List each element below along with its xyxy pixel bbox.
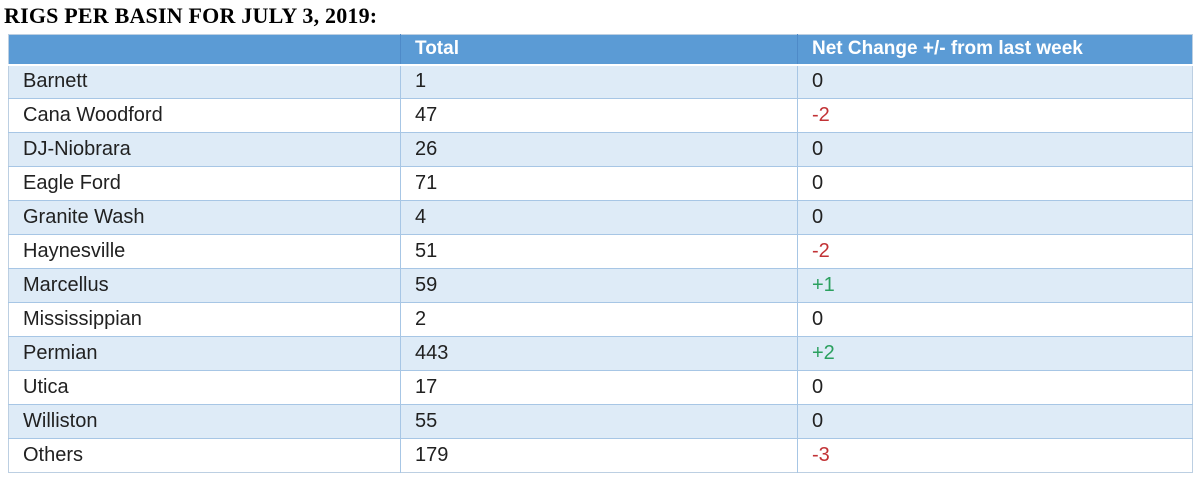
basin-cell: Mississippian	[8, 302, 401, 337]
page-title: RIGS PER BASIN FOR JULY 3, 2019:	[4, 3, 378, 28]
total-cell: 17	[400, 370, 798, 405]
basin-cell: Utica	[8, 370, 401, 405]
basin-cell: Haynesville	[8, 234, 401, 269]
header-row: Total Net Change +/- from last week	[8, 34, 1193, 66]
basin-cell: Marcellus	[8, 268, 401, 303]
net-change-cell: 0	[797, 302, 1193, 337]
basin-cell: DJ-Niobrara	[8, 132, 401, 167]
total-cell: 179	[400, 438, 798, 473]
basin-cell: Eagle Ford	[8, 166, 401, 201]
total-cell: 26	[400, 132, 798, 167]
header-basin	[8, 34, 401, 66]
net-change-cell: -3	[797, 438, 1193, 473]
total-cell: 55	[400, 404, 798, 439]
net-change-cell: +2	[797, 336, 1193, 371]
net-change-cell: -2	[797, 98, 1193, 133]
total-cell: 47	[400, 98, 798, 133]
net-change-cell: +1	[797, 268, 1193, 303]
table-row: Granite Wash 4 0	[8, 200, 1193, 235]
total-cell: 443	[400, 336, 798, 371]
table-row: Williston 55 0	[8, 404, 1193, 439]
header-total: Total	[400, 34, 798, 66]
basin-cell: Barnett	[23, 70, 88, 93]
table-row: Cana Woodford 47 -2	[8, 98, 1193, 133]
net-change-cell: 0	[797, 200, 1193, 235]
total-cell: 1	[400, 64, 798, 99]
total-cell: 59	[400, 268, 798, 303]
basin-cell: Cana Woodford	[8, 98, 401, 133]
table-row: Eagle Ford 71 0	[8, 166, 1193, 201]
table-row: Marcellus 59 +1	[8, 268, 1193, 303]
table-row: Mississippian 2 0	[8, 302, 1193, 337]
table-row: DJ-Niobrara 26 0	[8, 132, 1193, 167]
basin-cell: Williston	[8, 404, 401, 439]
basin-cell: Others	[8, 438, 401, 473]
net-change-cell: -2	[797, 234, 1193, 269]
table-row: Others 179 -3	[8, 438, 1193, 473]
net-change-cell: 0	[797, 132, 1193, 167]
header-net-change: Net Change +/- from last week	[797, 34, 1193, 66]
net-change-cell: 0	[797, 64, 1193, 99]
net-change-cell: 0	[797, 404, 1193, 439]
table-row: Haynesville 51 -2	[8, 234, 1193, 269]
total-cell: 71	[400, 166, 798, 201]
basin-cell: Granite Wash	[8, 200, 401, 235]
net-change-cell: 0	[797, 166, 1193, 201]
total-cell: 2	[400, 302, 798, 337]
total-cell: 4	[400, 200, 798, 235]
table-row: Permian 443 +2	[8, 336, 1193, 371]
table-row: Barnett 1 0	[8, 64, 1193, 99]
table-row: Utica 17 0	[8, 370, 1193, 405]
total-cell: 51	[400, 234, 798, 269]
rigs-per-basin-table: Total Net Change +/- from last week Barn…	[8, 34, 1193, 473]
basin-cell: Permian	[8, 336, 401, 371]
net-change-cell: 0	[797, 370, 1193, 405]
